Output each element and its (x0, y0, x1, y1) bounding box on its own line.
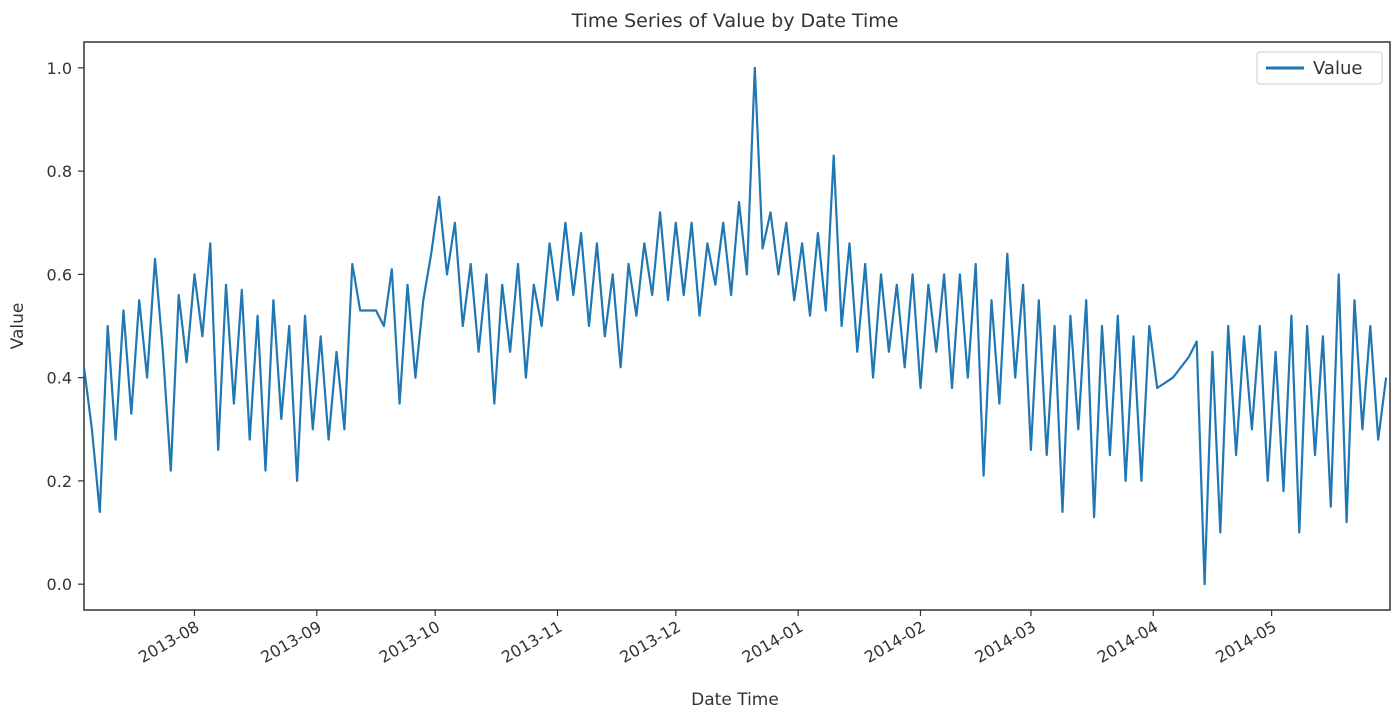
x-tick-label: 2014-04 (1094, 617, 1161, 667)
legend-label-value: Value (1313, 58, 1362, 79)
y-tick-label: 0.6 (47, 265, 72, 284)
x-tick-label: 2013-10 (376, 617, 443, 667)
y-axis: 0.0 0.2 0.4 0.6 0.8 1.0 (47, 59, 84, 594)
y-tick-label: 0.4 (47, 369, 72, 388)
x-tick-label: 2013-09 (257, 617, 324, 667)
chart-title: Time Series of Value by Date Time (571, 10, 899, 32)
y-tick-label: 0.0 (47, 575, 72, 594)
legend-box (1256, 51, 1383, 85)
series-line-value (82, 66, 1388, 586)
x-tick-label: 2014-01 (739, 617, 806, 667)
x-tick-label: 2014-03 (972, 617, 1039, 667)
x-axis: 2013-08 2013-09 2013-10 2013-11 2013-12 2014-… (135, 610, 1280, 667)
x-axis-title: Date Time (691, 690, 779, 710)
y-axis-title: Value (8, 303, 28, 350)
x-tick-label: 2013-08 (135, 617, 202, 667)
y-tick-label: 1.0 (47, 59, 72, 78)
x-tick-label: 2014-02 (861, 617, 928, 667)
legend: Value (1256, 51, 1383, 85)
plot-area (83, 41, 1391, 611)
y-tick-label: 0.8 (47, 162, 72, 181)
series-layer (82, 66, 1388, 586)
x-tick-label: 2013-11 (498, 617, 565, 667)
y-tick-label: 0.2 (47, 472, 72, 491)
x-tick-label: 2014-05 (1212, 617, 1279, 667)
x-tick-label: 2013-12 (616, 617, 683, 667)
